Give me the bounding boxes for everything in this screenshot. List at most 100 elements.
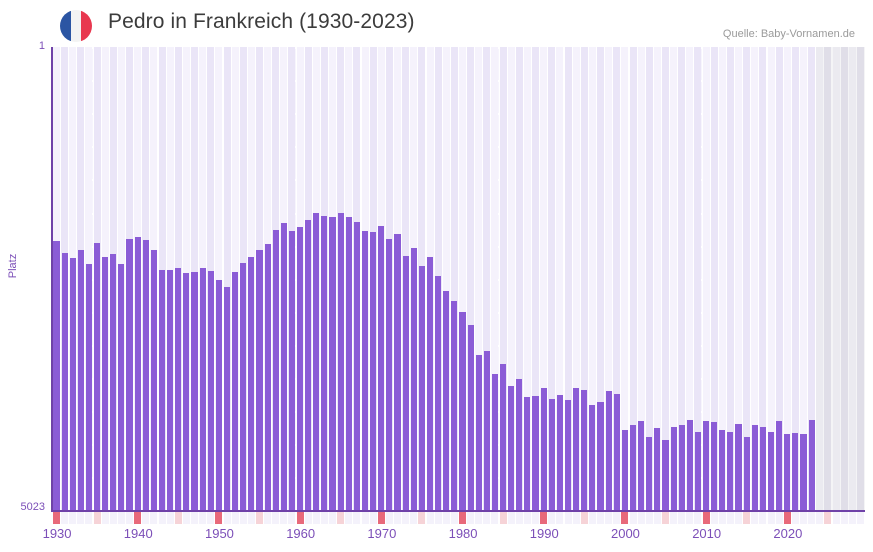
bar[interactable] <box>564 400 572 510</box>
bar[interactable] <box>118 264 125 510</box>
bar[interactable] <box>142 239 149 510</box>
bar[interactable] <box>175 268 182 510</box>
bar[interactable] <box>158 270 166 510</box>
bar[interactable] <box>207 270 214 510</box>
bar[interactable] <box>475 354 482 510</box>
bar[interactable] <box>69 258 76 510</box>
bar[interactable] <box>556 395 563 510</box>
bar[interactable] <box>402 256 409 510</box>
bar[interactable] <box>321 215 328 510</box>
bar[interactable] <box>508 386 515 510</box>
bar[interactable] <box>435 275 442 510</box>
x-tick-minor <box>199 512 207 524</box>
bar[interactable] <box>426 257 434 510</box>
bar[interactable] <box>694 432 701 510</box>
bar[interactable] <box>711 422 718 510</box>
x-tick-minor <box>426 512 434 524</box>
bar[interactable] <box>540 388 547 510</box>
bar[interactable] <box>167 270 174 510</box>
bar[interactable] <box>759 426 766 510</box>
bar[interactable] <box>670 426 677 510</box>
bar[interactable] <box>102 257 109 510</box>
bar[interactable] <box>524 397 531 510</box>
bar[interactable] <box>467 325 474 510</box>
x-tick-minor <box>256 512 264 524</box>
bar[interactable] <box>483 351 490 510</box>
bar[interactable] <box>800 434 807 510</box>
year-column <box>783 47 791 510</box>
bar[interactable] <box>53 241 60 510</box>
bar[interactable] <box>719 429 726 510</box>
bar[interactable] <box>548 399 555 510</box>
bar[interactable] <box>573 388 580 510</box>
bar[interactable] <box>61 253 68 510</box>
bar[interactable] <box>232 271 239 510</box>
bar[interactable] <box>629 424 637 510</box>
bar[interactable] <box>313 212 320 510</box>
bar[interactable] <box>500 364 507 510</box>
column-gap <box>319 47 321 510</box>
bar[interactable] <box>581 389 588 510</box>
bar[interactable] <box>776 421 783 510</box>
bar[interactable] <box>370 232 377 510</box>
bar[interactable] <box>767 432 775 510</box>
bar[interactable] <box>337 212 344 510</box>
bar[interactable] <box>459 312 466 510</box>
bar[interactable] <box>297 226 304 510</box>
bar[interactable] <box>654 427 661 510</box>
bar[interactable] <box>589 404 596 510</box>
bar[interactable] <box>678 424 685 510</box>
bar[interactable] <box>378 225 385 510</box>
bar[interactable] <box>418 266 425 510</box>
bar[interactable] <box>85 263 92 510</box>
bar[interactable] <box>288 231 295 510</box>
bar[interactable] <box>150 249 157 510</box>
bar[interactable] <box>345 216 352 510</box>
bar[interactable] <box>353 222 360 510</box>
bar[interactable] <box>240 262 247 510</box>
bar[interactable] <box>256 249 263 510</box>
bar[interactable] <box>94 243 101 510</box>
bar[interactable] <box>597 401 604 510</box>
bar[interactable] <box>743 436 750 510</box>
bar[interactable] <box>272 230 279 510</box>
bar[interactable] <box>215 280 222 510</box>
bar[interactable] <box>808 420 815 510</box>
y-axis-title: Platz <box>7 253 19 279</box>
bar[interactable] <box>386 238 393 510</box>
bar[interactable] <box>662 439 669 510</box>
bar[interactable] <box>126 238 133 510</box>
bar[interactable] <box>191 271 198 510</box>
bar[interactable] <box>613 394 620 510</box>
bar[interactable] <box>516 378 523 510</box>
bar[interactable] <box>305 220 312 510</box>
bar[interactable] <box>638 421 645 510</box>
bar[interactable] <box>646 436 653 510</box>
bar[interactable] <box>605 390 612 510</box>
bar[interactable] <box>248 257 255 510</box>
bar[interactable] <box>491 374 498 510</box>
bar[interactable] <box>199 268 206 510</box>
bar[interactable] <box>792 433 799 510</box>
bar[interactable] <box>280 222 287 510</box>
bar[interactable] <box>329 217 336 510</box>
bar[interactable] <box>443 291 450 510</box>
bar[interactable] <box>751 424 758 510</box>
bar[interactable] <box>451 301 458 510</box>
bar[interactable] <box>532 396 539 510</box>
bar[interactable] <box>223 286 231 510</box>
bar[interactable] <box>621 430 628 510</box>
bar[interactable] <box>183 272 190 510</box>
bar[interactable] <box>735 423 742 510</box>
bar[interactable] <box>110 254 117 510</box>
bar[interactable] <box>361 231 369 510</box>
bar[interactable] <box>134 236 141 510</box>
bar[interactable] <box>264 244 271 510</box>
bar[interactable] <box>410 247 417 510</box>
bar[interactable] <box>784 434 791 510</box>
bar[interactable] <box>703 421 710 510</box>
bar[interactable] <box>727 432 734 510</box>
bar[interactable] <box>77 249 84 510</box>
bar[interactable] <box>686 420 693 510</box>
bar[interactable] <box>394 234 401 510</box>
